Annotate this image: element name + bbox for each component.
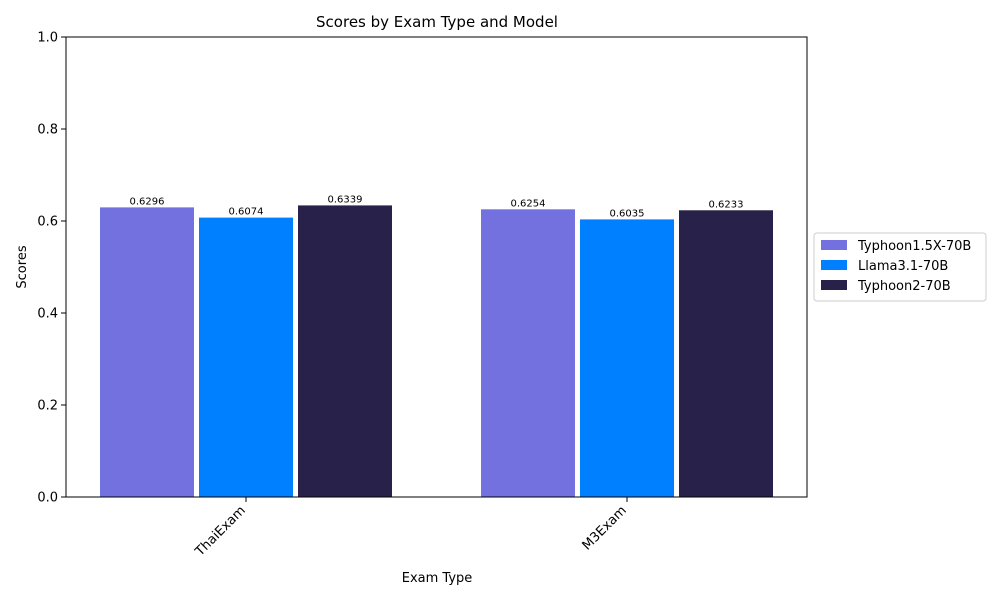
- legend-swatch: [821, 260, 847, 270]
- plot-frame: [65, 36, 808, 498]
- bar-value-label: 0.6074: [229, 207, 264, 218]
- bar-thaiexam-0: [100, 207, 194, 497]
- bar-value-label: 0.6339: [328, 194, 363, 205]
- y-tick-label: 0.0: [37, 491, 58, 506]
- bar-m3exam-1: [580, 219, 674, 497]
- y-tick-label: 0.8: [37, 123, 58, 138]
- legend-label: Typhoon2-70B: [857, 279, 951, 294]
- x-tick-label: M3Exam: [580, 503, 630, 553]
- legend-box: [813, 232, 987, 302]
- y-tick-label: 0.4: [37, 307, 58, 322]
- bar-thaiexam-1: [199, 217, 293, 497]
- legend-label: Llama3.1-70B: [858, 259, 948, 274]
- legend: Typhoon1.5X-70B Llama3.1-70B Typhoon2-70B: [813, 232, 987, 302]
- legend-swatch: [821, 280, 847, 290]
- bar-m3exam-2: [679, 210, 773, 498]
- y-tick-label: 0.2: [37, 399, 58, 414]
- y-tick-label: 1.0: [37, 31, 58, 46]
- y-axis-label: Scores: [15, 245, 30, 288]
- x-axis-label: Exam Type: [402, 571, 473, 586]
- bar-m3exam-0: [481, 209, 575, 498]
- legend-swatch: [821, 240, 847, 250]
- bar-value-label: 0.6035: [610, 208, 645, 219]
- chart-title: Scores by Exam Type and Model: [316, 13, 558, 31]
- x-tick-label: ThaiExam: [192, 503, 249, 560]
- plot-area: 0.6296 0.6254 0.6074 0.6035 0.6339 0.6233 0.0 0…: [37, 31, 808, 560]
- bar-value-label: 0.6233: [709, 199, 744, 210]
- bar-thaiexam-2: [298, 205, 392, 497]
- bar-value-label: 0.6254: [511, 198, 546, 209]
- bar-value-label: 0.6296: [130, 196, 165, 207]
- legend-label: Typhoon1.5X-70B: [857, 239, 971, 254]
- y-tick-label: 0.6: [37, 215, 58, 230]
